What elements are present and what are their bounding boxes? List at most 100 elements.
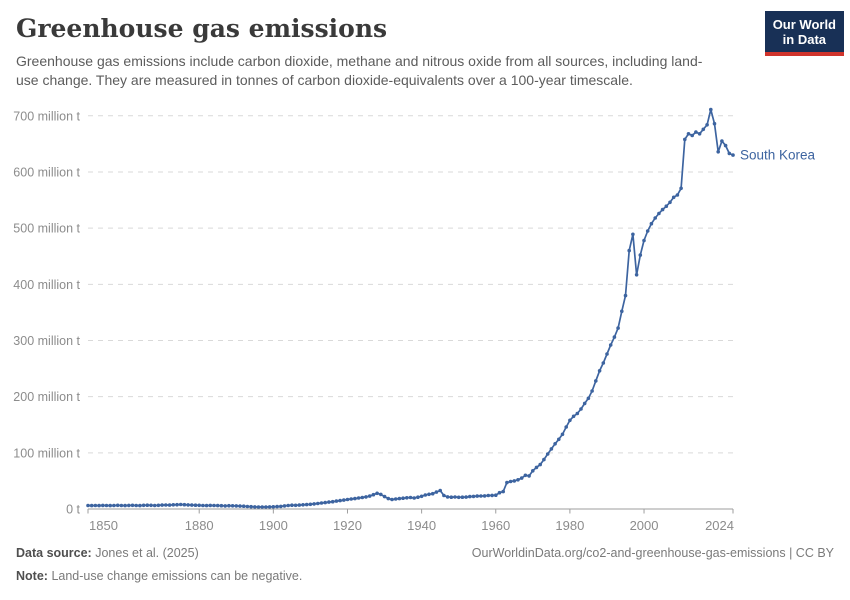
footer-attribution[interactable]: OurWorldinData.org/co2-and-greenhouse-ga… <box>471 546 834 560</box>
data-point-marker <box>538 462 542 467</box>
data-point-marker <box>182 502 187 507</box>
data-point-marker <box>186 503 190 507</box>
data-point-marker <box>508 479 513 484</box>
data-point-marker <box>430 491 435 496</box>
page-title: Greenhouse gas emissions <box>16 14 388 43</box>
data-point-marker <box>671 195 676 200</box>
data-point-marker <box>379 492 383 497</box>
data-point-marker <box>542 457 546 462</box>
data-point-marker <box>642 238 646 243</box>
data-point-marker <box>486 493 491 498</box>
data-point-marker <box>279 504 283 509</box>
data-point-marker <box>534 465 539 470</box>
data-point-marker <box>290 503 294 508</box>
footer-note: Note: Land-use change emissions can be n… <box>16 569 302 583</box>
data-point-marker <box>497 490 502 495</box>
data-point-marker <box>549 447 554 451</box>
data-point-marker <box>260 505 265 509</box>
data-point-marker <box>171 503 176 507</box>
data-point-marker <box>464 495 468 499</box>
x-axis-label: 1900 <box>259 518 288 533</box>
data-point-marker <box>86 503 90 508</box>
data-point-marker <box>316 501 320 506</box>
data-point-marker <box>564 425 568 429</box>
data-point-marker <box>375 491 379 496</box>
owid-logo-line2: in Data <box>782 32 827 47</box>
data-point-marker <box>190 503 194 507</box>
data-point-marker <box>423 493 428 497</box>
owid-logo[interactable]: Our World in Data <box>764 11 844 56</box>
data-point-marker <box>401 496 405 501</box>
data-point-marker <box>245 504 250 509</box>
data-point-marker <box>342 498 346 502</box>
data-point-marker <box>675 193 680 197</box>
data-point-marker <box>134 503 138 508</box>
data-point-marker <box>271 505 276 509</box>
data-point-marker <box>275 504 279 509</box>
x-axis-label: 1940 <box>407 518 436 533</box>
data-point-marker <box>531 469 535 473</box>
data-point-marker <box>597 369 602 373</box>
data-point-marker <box>645 229 650 233</box>
data-point-marker <box>297 503 302 507</box>
data-point-marker <box>720 139 724 143</box>
data-point-marker <box>119 503 124 508</box>
x-axis-label: 2024 <box>705 518 734 533</box>
data-point-marker <box>705 123 709 127</box>
data-point-marker <box>249 504 253 509</box>
chart-footer: Data source: Jones et al. (2025) Note: L… <box>16 546 302 592</box>
data-point-marker <box>338 498 342 503</box>
data-point-marker <box>527 474 531 478</box>
data-point-marker <box>631 232 635 237</box>
data-point-marker <box>416 495 420 500</box>
data-point-marker <box>371 492 376 497</box>
data-point-marker <box>238 504 242 508</box>
data-point-marker <box>482 494 487 498</box>
data-point-marker <box>731 153 735 157</box>
data-point-marker <box>553 442 557 446</box>
data-point-marker <box>219 503 224 508</box>
data-point-marker <box>494 493 498 498</box>
data-point-marker <box>605 352 609 356</box>
data-point-marker <box>660 207 665 212</box>
data-point-marker <box>193 503 198 508</box>
data-point-marker <box>419 494 424 499</box>
data-point-marker <box>701 127 706 132</box>
data-point-marker <box>568 418 572 423</box>
data-point-marker <box>353 496 357 501</box>
data-point-marker <box>101 503 105 508</box>
data-point-marker <box>201 503 205 508</box>
data-point-marker <box>623 293 628 298</box>
data-point-marker <box>560 432 565 437</box>
data-point-marker <box>523 473 528 478</box>
data-point-marker <box>164 503 168 507</box>
source-label: Data source: <box>16 546 92 560</box>
data-point-marker <box>241 504 246 509</box>
data-point-marker <box>709 107 713 112</box>
x-axis-label: 1960 <box>481 518 510 533</box>
data-point-marker <box>664 204 669 208</box>
data-point-marker <box>115 503 120 508</box>
data-point-marker <box>264 505 268 509</box>
data-point-marker <box>657 211 661 216</box>
data-point-marker <box>178 502 183 507</box>
data-point-marker <box>223 504 227 508</box>
data-point-marker <box>89 503 94 508</box>
data-point-marker <box>138 503 142 508</box>
data-point-marker <box>127 503 131 508</box>
chart-header: Greenhouse gas emissions Greenhouse gas … <box>16 14 756 90</box>
data-point-marker <box>468 494 472 499</box>
data-point-marker <box>690 133 694 138</box>
data-point-marker <box>438 488 443 493</box>
data-point-marker <box>516 478 520 482</box>
data-point-marker <box>267 505 272 509</box>
data-point-marker <box>293 503 298 508</box>
data-point-marker <box>445 495 450 499</box>
note-value: Land-use change emissions can be negativ… <box>51 569 303 583</box>
data-point-marker <box>167 503 172 507</box>
data-point-marker <box>694 130 698 134</box>
y-axis-label: 0 t <box>66 503 80 517</box>
data-point-marker <box>360 495 365 500</box>
data-point-marker <box>152 503 157 508</box>
